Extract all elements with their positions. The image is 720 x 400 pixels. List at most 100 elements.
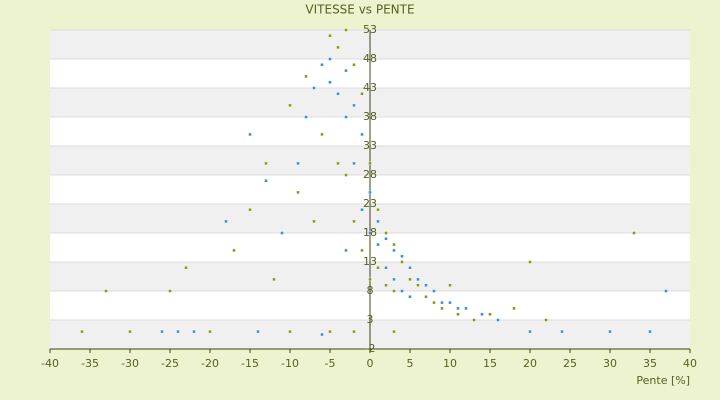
y-tick-label: 3 [367,313,374,326]
point [128,329,132,334]
x-axis-label: Pente [%] [636,374,690,387]
point [320,332,324,337]
point [448,283,452,287]
point [360,248,364,253]
point [392,329,396,334]
point [400,260,404,264]
point [408,266,412,270]
point [632,231,636,235]
point [456,306,460,311]
x-tick-label: -35 [81,357,99,370]
point [384,283,388,287]
x-tick-label: 0 [367,357,374,370]
point [224,219,228,224]
point [352,103,356,108]
y-tick-label: 28 [363,168,377,181]
x-tick-label: -40 [41,357,59,370]
point [104,289,108,293]
point [432,300,436,305]
y-tick-label: 23 [363,197,377,210]
point [344,115,348,119]
point [392,242,396,247]
point [296,190,300,195]
point [344,68,348,73]
point [376,266,380,270]
point [272,277,276,282]
point [352,63,356,67]
x-tick-label: -10 [281,357,299,370]
point [416,283,420,287]
point [472,318,476,322]
point [384,266,388,270]
point [480,312,484,316]
point [440,306,444,311]
y-tick-label: 53 [363,23,377,36]
y-tick-label: 43 [363,81,377,94]
x-tick-label: 35 [643,357,657,370]
point [360,208,364,212]
point [528,260,532,264]
point [368,277,372,282]
point [376,242,380,247]
point [320,63,324,67]
x-tick-label: -5 [325,357,336,370]
point [320,132,324,137]
point [176,329,180,334]
point [440,300,444,305]
y-tick-label: -2 [365,342,376,355]
point [312,86,316,90]
point [392,289,396,293]
y-tick-label: 38 [363,110,377,123]
point [160,329,164,334]
point [328,329,332,334]
point [280,231,284,235]
point [608,329,612,334]
x-tick-label: -25 [161,357,179,370]
x-tick-label: 25 [563,357,577,370]
point [464,306,468,311]
point [424,283,428,287]
point [304,74,308,79]
y-tick-label: 48 [363,52,377,65]
point [344,28,348,32]
point [296,161,300,166]
point [248,132,252,137]
point [416,277,420,282]
point [256,329,260,334]
point [456,312,460,316]
point [312,219,316,224]
point [360,132,364,137]
x-tick-label: 15 [483,357,497,370]
x-tick-label: 40 [683,357,697,370]
point [512,306,516,311]
y-tick-label: 8 [367,284,374,297]
point [232,248,236,253]
y-tick-label: 13 [363,255,377,268]
point [408,277,412,282]
chart-title: VITESSE vs PENTE [305,3,414,17]
point [664,289,668,293]
point [352,329,356,334]
x-tick-label: -30 [121,357,139,370]
point [184,266,188,270]
point [264,161,268,166]
point [392,277,396,282]
point [208,329,212,334]
point [288,103,292,108]
point [368,231,372,235]
point [168,289,172,293]
x-tick-label: 10 [443,357,457,370]
x-tick-label: 20 [523,357,537,370]
point [400,289,404,293]
point [328,34,332,38]
point [384,231,388,235]
point [392,248,396,253]
point [328,80,332,84]
point [248,208,252,212]
point [336,92,340,96]
point [264,179,268,183]
point [560,329,564,334]
point [344,173,348,177]
